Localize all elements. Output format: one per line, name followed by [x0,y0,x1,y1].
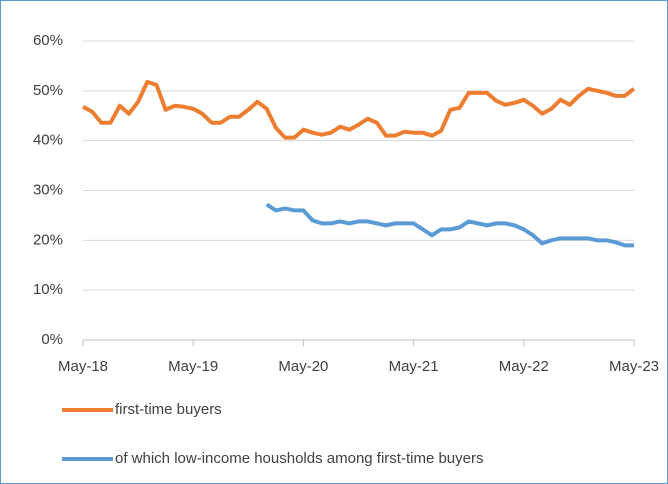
data-line [82,79,636,140]
y-tick-label: 0% [41,331,63,348]
x-tick-label: May-20 [278,358,328,375]
x-tick-label: May-21 [389,358,439,375]
legend-label: of which low-income housholds among firs… [115,450,484,467]
x-tick-label: May-23 [609,358,659,375]
y-tick-label: 10% [33,281,63,298]
y-tick-label: 60% [33,32,63,49]
legend-label: first-time buyers [115,401,222,418]
x-tick-label: May-18 [58,358,108,375]
y-tick-label: 40% [33,132,63,149]
x-tick-label: May-19 [168,358,218,375]
y-tick-label: 30% [33,181,63,198]
y-tick-label: 20% [33,231,63,248]
data-line [265,202,634,248]
x-tick-label: May-22 [499,358,549,375]
y-tick-label: 50% [33,82,63,99]
